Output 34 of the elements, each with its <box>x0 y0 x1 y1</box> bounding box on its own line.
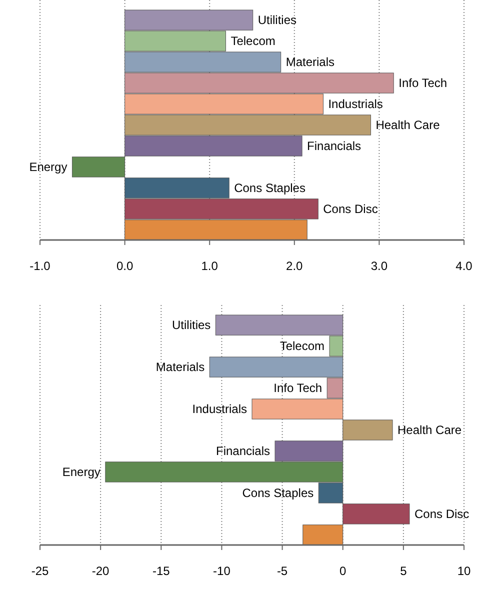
x-tick-label: 0.0 <box>116 259 134 273</box>
x-tick-label: 0 <box>340 564 347 578</box>
y-tick-label: Cons Staples <box>242 486 314 500</box>
y-tick-label: Industrials <box>328 97 383 112</box>
x-tick-label: 5 <box>400 564 408 578</box>
y-tick-label: Telecom <box>280 339 325 354</box>
y-tick-label: Info Tech <box>398 76 448 90</box>
y-tick-label: Telecom <box>230 34 276 48</box>
y-tick-label: Utilities <box>258 13 297 28</box>
x-tick-label: -10 <box>213 564 231 578</box>
x-tick-label: -1.0 <box>30 259 51 273</box>
x-tick-label: 2.0 <box>286 259 304 273</box>
x-tick-label: -20 <box>92 564 110 578</box>
x-tick-label: 3.0 <box>370 259 388 273</box>
x-tick-label: 10 <box>457 564 471 578</box>
x-tick-label: -15 <box>152 564 170 578</box>
y-tick-label: Energy <box>62 464 100 479</box>
y-tick-label: Health Care <box>376 118 440 132</box>
y-tick-label: Utilities <box>172 318 211 332</box>
y-tick-label: Cons Disc <box>414 506 470 521</box>
y-tick-label: Financials <box>307 138 362 153</box>
y-tick-label: Health Care <box>398 423 462 437</box>
y-tick-label: Cons Staples <box>234 180 306 195</box>
x-tick-label: -25 <box>31 564 49 578</box>
x-tick-label: 1.0 <box>201 259 218 273</box>
y-tick-label: Financials <box>216 444 270 458</box>
y-tick-label: Materials <box>156 360 205 374</box>
x-tick-label: 4.0 <box>456 259 473 273</box>
y-tick-label: Info Tech <box>274 381 322 396</box>
y-tick-label: Energy <box>29 160 68 174</box>
y-tick-label: Industrials <box>192 402 247 416</box>
y-tick-label: Materials <box>286 55 335 70</box>
x-tick-label: -5 <box>276 564 288 578</box>
y-tick-label: Cons Disc <box>323 202 378 216</box>
